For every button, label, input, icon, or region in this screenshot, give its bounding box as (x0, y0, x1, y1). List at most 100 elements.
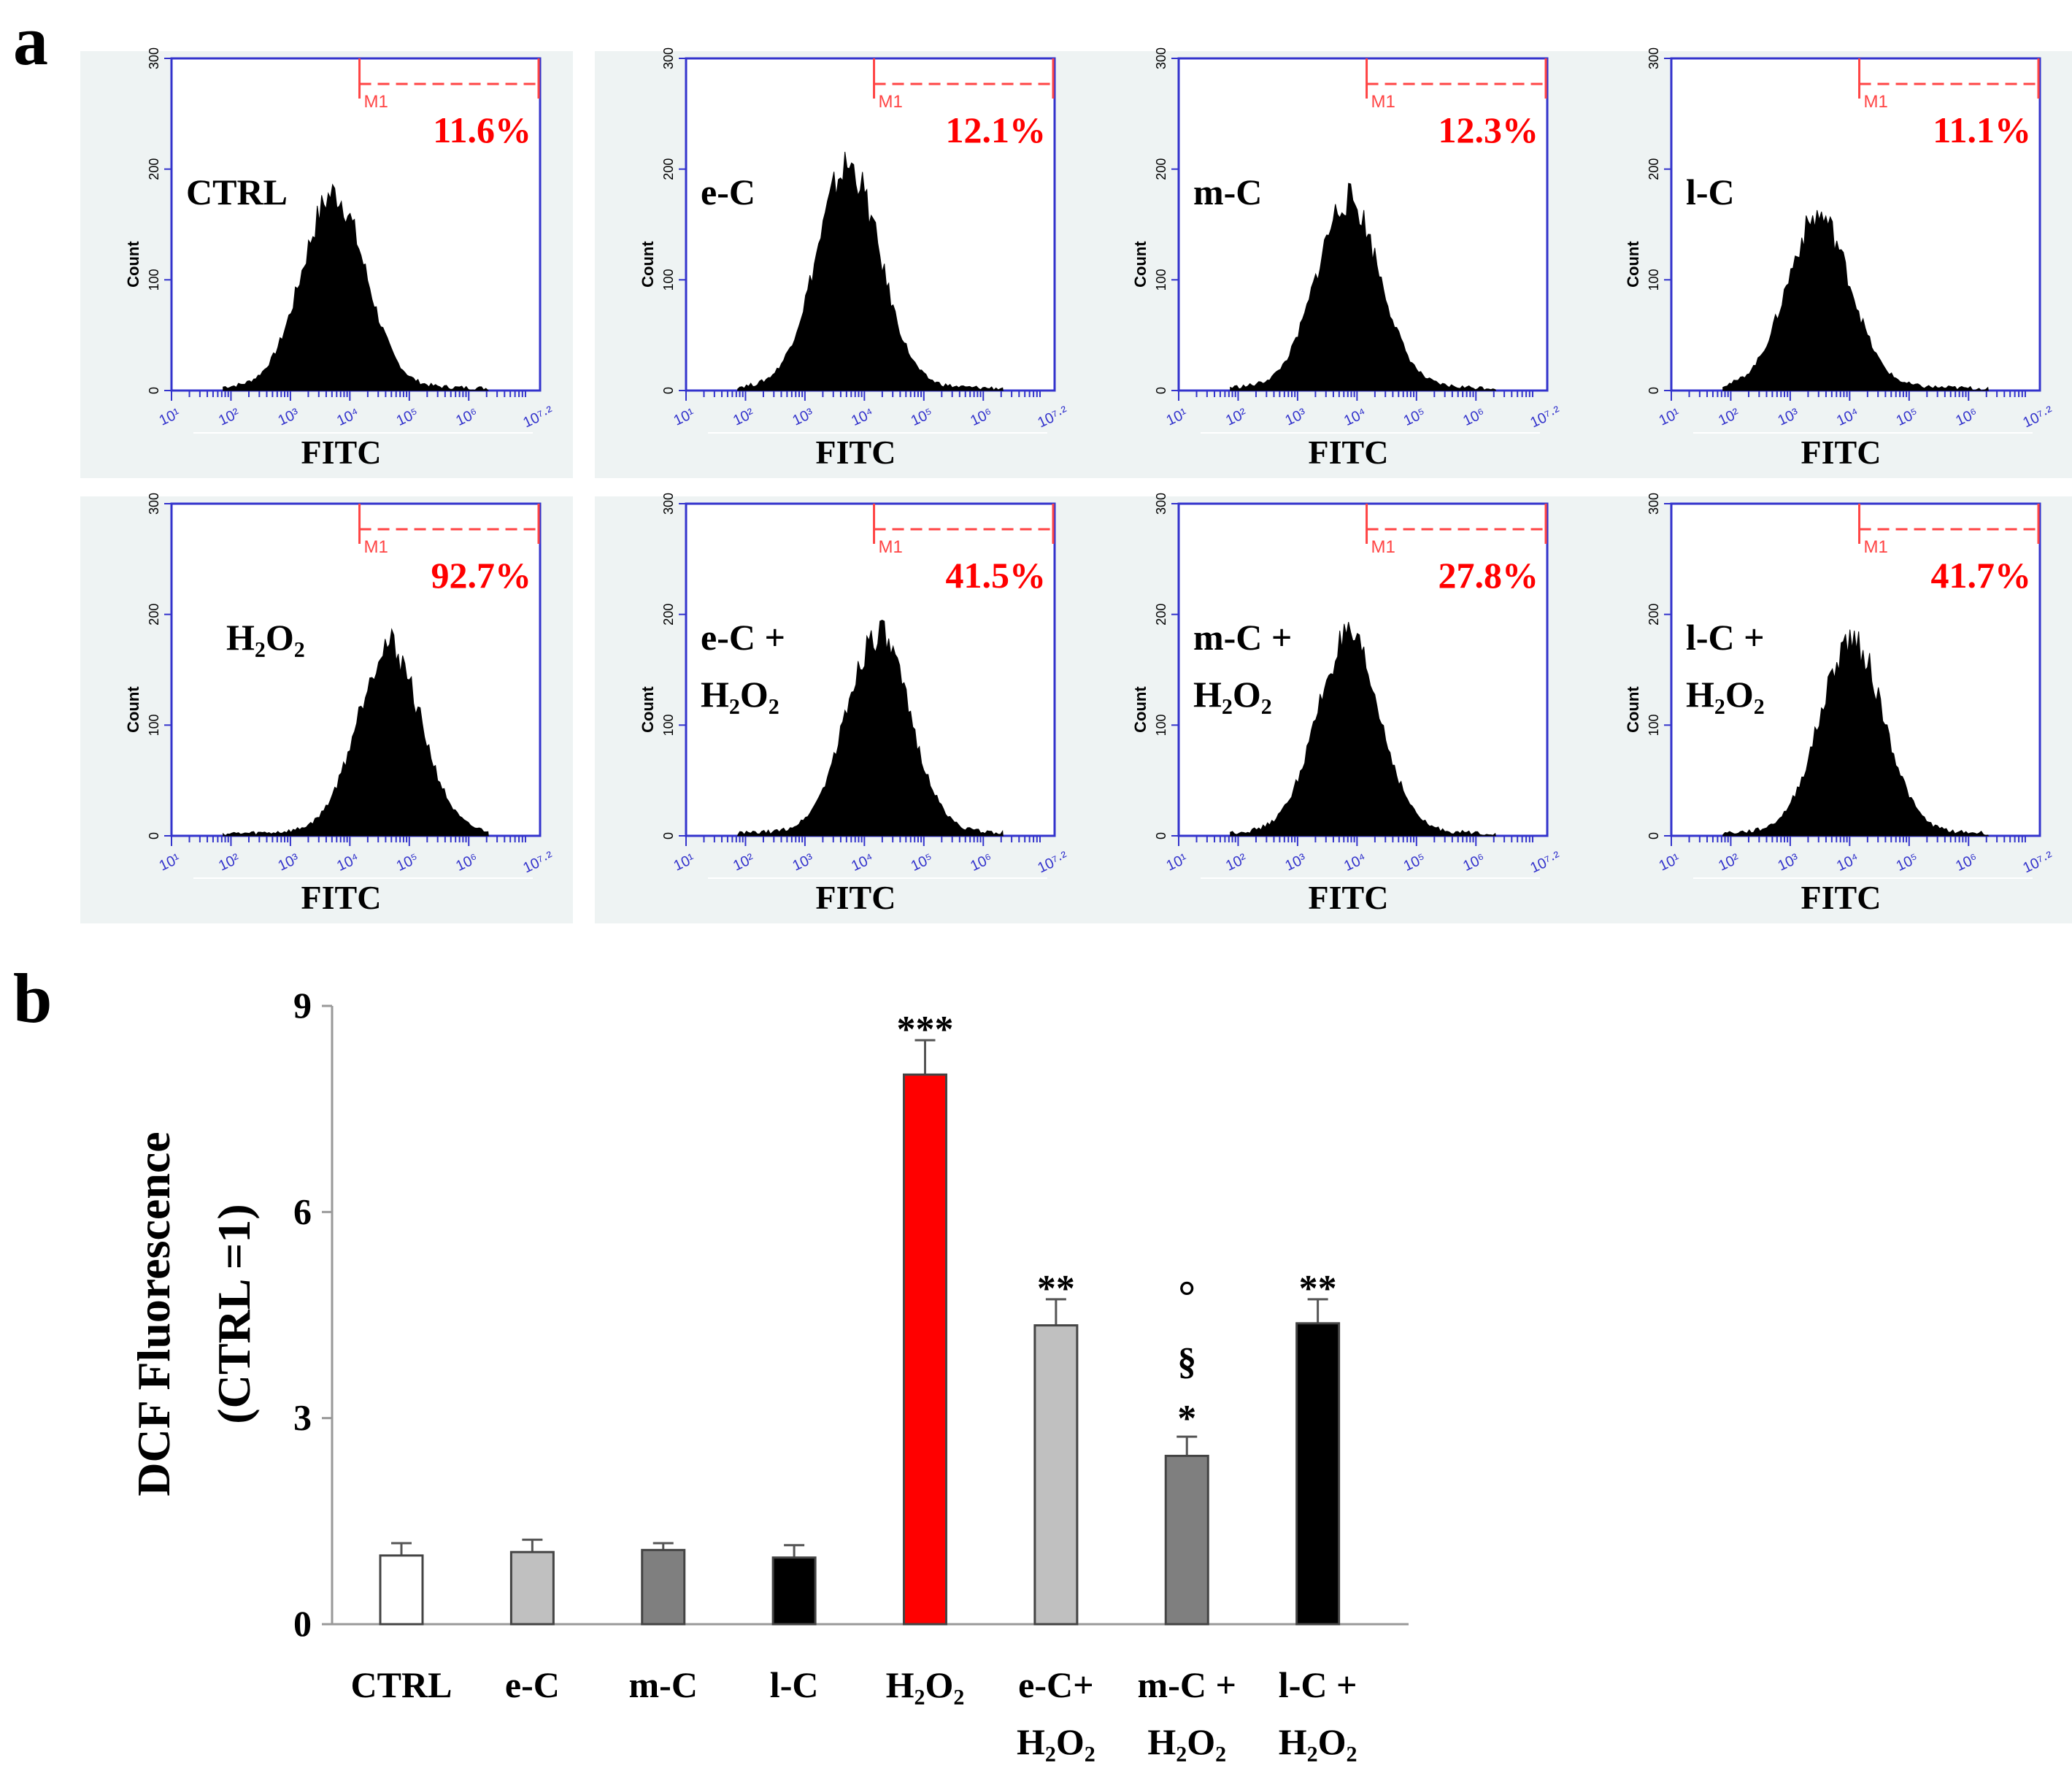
significance-annotation: § (1177, 1341, 1196, 1383)
y-tick-label: 0 (661, 832, 676, 839)
y-tick-label: 0 (661, 387, 676, 394)
significance-annotation: * (1177, 1398, 1196, 1440)
y-tick-label: 100 (147, 714, 161, 736)
x-axis-label: FITC (1309, 879, 1389, 916)
y-tick-label: 100 (1154, 714, 1168, 736)
gate-percentage: 41.5% (946, 555, 1047, 596)
sample-label: e-C (701, 172, 755, 212)
x-axis-label: FITC (816, 434, 896, 471)
histogram-distribution (1722, 210, 1989, 391)
bar (903, 1073, 947, 1626)
x-tick-label: H₂O₂ (886, 1664, 965, 1705)
gate-label: M1 (1864, 537, 1888, 557)
y-tick-label: 300 (1154, 47, 1168, 69)
y-tick-label: 100 (1154, 269, 1168, 291)
histogram-distribution (223, 183, 489, 391)
y-axis-label: Count (1624, 686, 1642, 733)
bar (379, 1554, 424, 1626)
panel-label-a: a (13, 1, 48, 80)
y-tick-label: 300 (661, 493, 676, 515)
y-tick-label: 0 (1647, 832, 1661, 839)
gate-label: M1 (879, 537, 903, 557)
bar (641, 1548, 686, 1626)
x-tick-label: l-C + (1279, 1664, 1357, 1705)
y-tick-label: 0 (293, 1603, 312, 1644)
x-tick-label: H₂O₂ (1147, 1721, 1226, 1762)
x-tick-label: e-C (505, 1664, 560, 1705)
gate-percentage: 12.3% (1439, 109, 1539, 150)
gate-percentage: 12.1% (946, 109, 1047, 150)
y-tick-label: 100 (147, 269, 161, 291)
y-tick-label: 200 (147, 604, 161, 626)
y-tick-label: 3 (293, 1397, 312, 1438)
sample-label: l-C + (1686, 617, 1765, 658)
y-tick-label: 200 (1154, 158, 1168, 180)
y-tick-label: 0 (147, 387, 161, 394)
y-tick-label: 100 (1647, 714, 1661, 736)
x-axis-label: FITC (1309, 434, 1389, 471)
gate-label: M1 (1371, 92, 1395, 112)
y-tick-label: 200 (661, 158, 676, 180)
y-tick-label: 0 (147, 832, 161, 839)
y-tick-label: 300 (147, 47, 161, 69)
x-tick-label: CTRL (351, 1664, 452, 1705)
y-tick-label: 100 (661, 269, 676, 291)
gate-percentage: 92.7% (431, 555, 532, 596)
x-tick-label: H₂O₂ (1017, 1721, 1095, 1762)
sample-label: m-C + (1193, 617, 1292, 658)
histogram-distribution (1722, 629, 1990, 837)
sample-label: H₂O₂ (226, 617, 305, 658)
sample-label: CTRL (186, 172, 288, 212)
sample-label: H₂O₂ (701, 674, 779, 715)
y-tick-label: 200 (1647, 158, 1661, 180)
y-tick-label: 0 (1154, 832, 1168, 839)
significance-annotation: ** (1037, 1268, 1075, 1310)
histogram-distribution (737, 619, 1004, 837)
gate-percentage: 41.7% (1931, 555, 2032, 596)
x-axis-label: FITC (816, 879, 896, 916)
y-tick-label: 200 (1154, 604, 1168, 626)
bar (771, 1556, 817, 1626)
x-axis-label: FITC (1801, 434, 1882, 471)
histogram-distribution (737, 151, 1004, 391)
gate-label: M1 (1864, 92, 1888, 112)
gate-percentage: 27.8% (1439, 555, 1539, 596)
x-axis-label: FITC (301, 434, 382, 471)
y-tick-label: 300 (661, 47, 676, 69)
y-tick-label: 300 (1647, 47, 1661, 69)
gate-label: M1 (364, 537, 388, 557)
sample-label: e-C + (701, 617, 785, 658)
significance-annotation: ** (1299, 1268, 1337, 1310)
y-axis-label: Count (124, 686, 142, 733)
gate-label: M1 (1371, 537, 1395, 557)
y-tick-label: 9 (293, 985, 312, 1026)
panel-b-bar-chart: b 0 3 6 9 DCF Fluorescence (CTRL =1) CTRL e-C m-C… (13, 959, 1409, 1762)
x-axis-label: FITC (1801, 879, 1882, 916)
x-tick-label: H₂O₂ (1279, 1721, 1357, 1762)
gate-percentage: 11.6% (433, 109, 531, 150)
y-axis-label: Count (639, 241, 657, 288)
gate-label: M1 (879, 92, 903, 112)
bar (1295, 1322, 1341, 1626)
x-tick-label: m-C (629, 1664, 698, 1705)
y-tick-label: 300 (147, 493, 161, 515)
bar (509, 1550, 555, 1626)
sample-label: H₂O₂ (1686, 674, 1765, 715)
y-axis-label: Count (639, 686, 657, 733)
bar (1164, 1454, 1209, 1626)
y-axis-label: DCF Fluorescence (128, 1131, 180, 1496)
x-axis-label: FITC (301, 879, 382, 916)
x-tick-label: e-C+ (1018, 1664, 1093, 1705)
x-tick-label: m-C + (1138, 1664, 1236, 1705)
panel-label-b: b (13, 959, 52, 1037)
y-axis-label: Count (1131, 241, 1149, 288)
y-axis-label: (CTRL =1) (208, 1204, 260, 1423)
y-tick-label: 200 (147, 158, 161, 180)
